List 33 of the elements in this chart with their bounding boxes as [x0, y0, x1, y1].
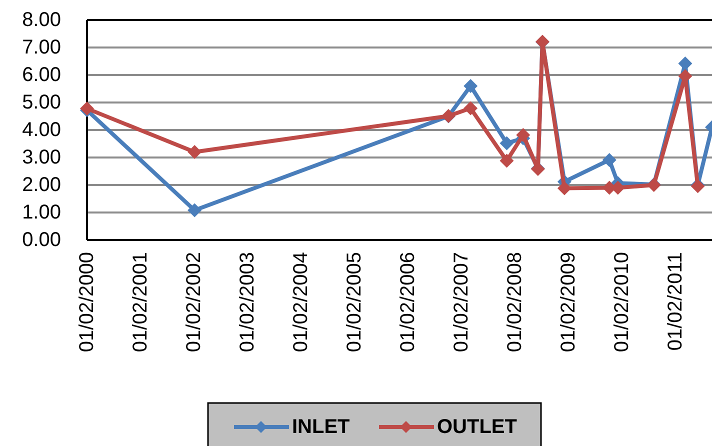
point [557, 181, 572, 196]
x-tick-label: 01/02/2001 [130, 252, 152, 352]
y-tick-label: 2.00 [22, 174, 61, 196]
y-tick-label: 0.00 [22, 229, 61, 251]
point [188, 203, 202, 218]
x-tick-label: 01/02/2004 [290, 252, 312, 352]
x-tick-label: 01/02/2006 [396, 252, 419, 352]
y-tick-label: 7.00 [22, 36, 61, 58]
legend-label: OUTLET [437, 416, 517, 438]
y-tick-label: 6.00 [22, 64, 61, 86]
y-tick-label: 3.00 [22, 146, 61, 168]
y-tick-label: 8.00 [22, 9, 61, 31]
x-tick-label: 01/02/2010 [610, 252, 633, 352]
x-tick-label: 01/02/2009 [557, 252, 580, 352]
x-tick-label: 01/02/2007 [450, 252, 472, 352]
legend-label: INLET [292, 416, 350, 438]
x-tick-label: 01/02/2000 [76, 252, 98, 352]
point [464, 101, 478, 116]
y-tick-label: 4.00 [22, 119, 61, 141]
point [464, 79, 478, 93]
point [500, 136, 514, 150]
point [500, 154, 514, 168]
x-tick-label: 01/02/2011 [664, 252, 686, 351]
y-tick-label: 1.00 [22, 202, 61, 224]
x-tick-label: 01/02/2002 [183, 252, 206, 352]
y-tick-label: 5.00 [22, 92, 61, 114]
point [602, 152, 616, 167]
x-tick-label: 01/02/2003 [236, 252, 258, 352]
x-tick-label: 01/02/2005 [343, 252, 366, 352]
point [188, 145, 202, 159]
point [516, 128, 530, 142]
point [678, 56, 692, 70]
x-tick-label: 01/02/2008 [504, 252, 526, 352]
